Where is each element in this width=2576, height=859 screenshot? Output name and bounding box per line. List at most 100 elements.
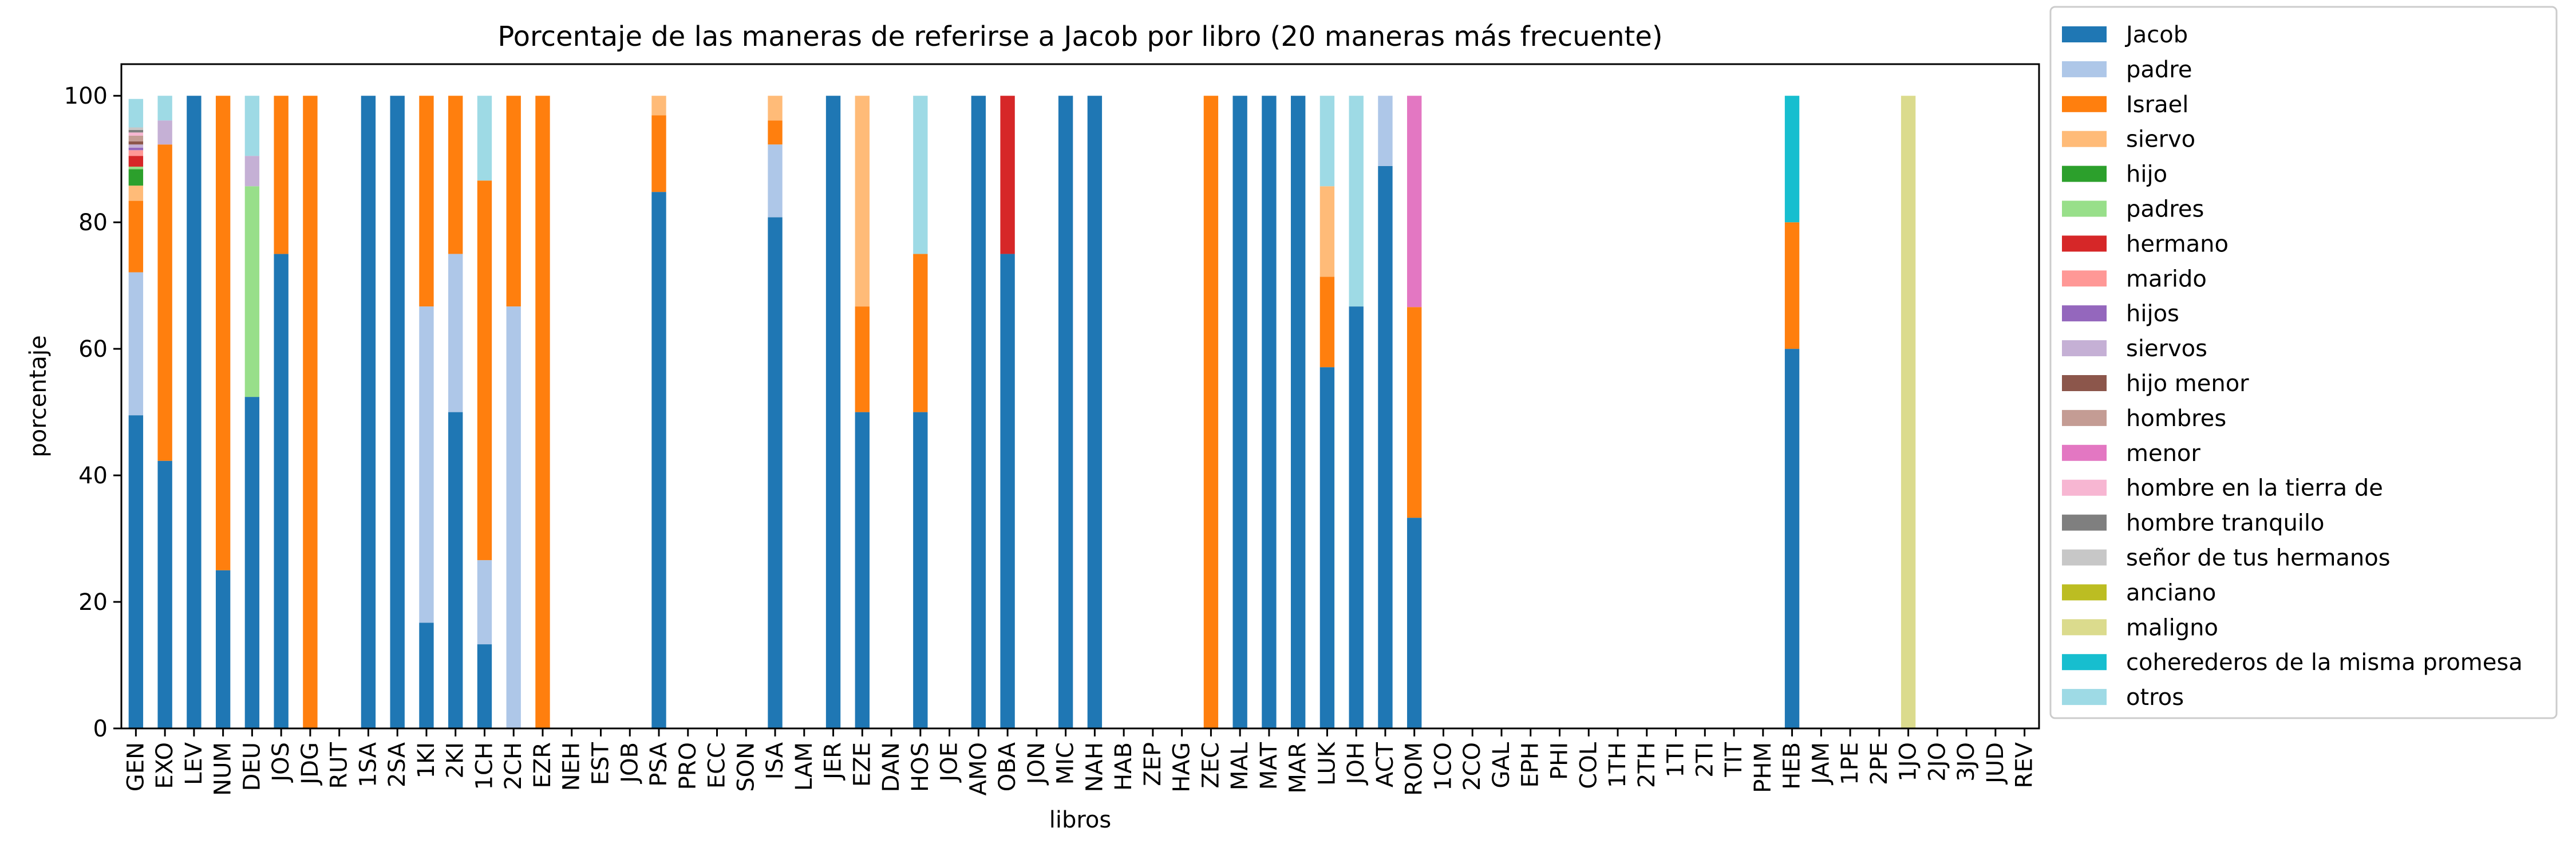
x-tick-label-3JO: 3JO (1953, 742, 1980, 782)
legend-label-9: siervos (2126, 336, 2207, 362)
bar-segment-GEN-2 (128, 200, 144, 273)
legend-label-6: hermano (2126, 231, 2229, 257)
x-tick-label-LEV: LEV (181, 742, 207, 785)
bar-segment-HEB-0 (1784, 349, 1800, 728)
legend-label-19: otros (2126, 684, 2184, 711)
legend-label-17: maligno (2126, 614, 2218, 641)
bar-segment-HOS-0 (913, 412, 928, 728)
bar-segment-JDG-2 (303, 96, 318, 729)
bar-segment-2KI-1 (448, 254, 463, 412)
bar-segment-DEU-5 (244, 186, 260, 397)
x-tick-label-GAL: GAL (1488, 742, 1515, 788)
bar-segment-1CH-1 (477, 560, 492, 645)
x-tick-label-EXO: EXO (152, 742, 178, 789)
bar-segment-JER-0 (825, 96, 841, 729)
bar-segment-GEN-19 (128, 98, 144, 128)
bar-segment-GEN-14 (128, 129, 144, 133)
legend-label-3: siervo (2126, 127, 2195, 153)
bar-segment-ISA-1 (768, 144, 783, 218)
x-tick-label-RUT: RUT (326, 742, 353, 789)
bar-segment-LEV-0 (187, 96, 202, 729)
bar-segment-GEN-0 (128, 415, 144, 728)
x-tick-label-JER: JER (820, 742, 847, 781)
legend-swatch-5 (2062, 200, 2107, 217)
x-tick-label-TIT: TIT (1721, 742, 1747, 777)
bar-segment-LUK-2 (1319, 277, 1335, 368)
legend-label-11: hombres (2126, 405, 2226, 432)
bars (128, 96, 1916, 729)
bar-segment-EXO-0 (157, 460, 172, 728)
bar-segment-PSA-0 (651, 192, 666, 729)
x-tick-label-1PE: 1PE (1837, 742, 1863, 785)
bar-segment-OBA-6 (1000, 96, 1015, 254)
x-tick-label-EST: EST (588, 742, 614, 785)
bar-segment-EXO-9 (157, 120, 172, 145)
bar-segment-ISA-2 (768, 120, 783, 145)
x-tick-label-ISA: ISA (762, 742, 788, 779)
bar-segment-JOH-0 (1349, 306, 1364, 728)
y-tick-label: 0 (93, 716, 108, 742)
legend-swatch-3 (2062, 131, 2107, 147)
plot-frame (120, 63, 2040, 730)
legend-frame (2049, 6, 2558, 719)
x-tick-label-DAN: DAN (878, 742, 904, 792)
x-tick-label-DEU: DEU (239, 742, 265, 791)
x-tick-label-JON: JON (1024, 742, 1050, 786)
bar-segment-EXO-2 (157, 144, 172, 461)
x-tick-label-2PE: 2PE (1866, 742, 1893, 785)
bar-segment-GEN-10 (128, 141, 144, 145)
bar-segment-ISA-0 (768, 217, 783, 728)
bar-segment-ROM-2 (1407, 307, 1422, 518)
bar-segment-EZR-2 (535, 96, 550, 729)
legend-swatch-2 (2062, 96, 2107, 112)
x-tick-label-ZEP: ZEP (1140, 742, 1166, 786)
y-tick-label: 60 (78, 336, 108, 362)
bar-segment-1SA-0 (361, 96, 376, 729)
x-tick-label-2CO: 2CO (1459, 742, 1485, 791)
y-tick-label: 20 (78, 589, 108, 616)
x-tick-label-MAL: MAL (1227, 742, 1253, 790)
legend-label-16: anciano (2126, 580, 2216, 606)
legend-label-4: hijo (2126, 161, 2167, 188)
bar-segment-GEN-1 (128, 272, 144, 416)
bar-segment-HEB-18 (1784, 96, 1800, 223)
bar-segment-AMO-0 (971, 96, 986, 729)
y-tick-label: 40 (78, 463, 108, 489)
legend-label-0: Jacob (2124, 22, 2188, 48)
legend-label-18: coherederos de la misma promesa (2126, 649, 2523, 676)
legend-swatch-4 (2062, 166, 2107, 182)
x-tick-label-ECC: ECC (704, 742, 730, 789)
x-tick-label-HOS: HOS (907, 742, 934, 792)
legend-label-12: menor (2126, 440, 2200, 467)
x-tick-label-HAG: HAG (1169, 742, 1195, 793)
x-tick-label-COL: COL (1575, 742, 1602, 789)
legend-label-1: padre (2126, 57, 2192, 83)
legend-swatch-9 (2062, 340, 2107, 357)
x-tick-label-1KI: 1KI (413, 742, 440, 778)
x-tick-label-2CH: 2CH (500, 742, 527, 790)
bar-segment-ROM-0 (1407, 518, 1422, 728)
legend-label-2: Israel (2126, 92, 2188, 118)
legend-swatch-12 (2062, 444, 2107, 461)
x-tick-label-NEH: NEH (559, 742, 585, 791)
x-axis: GEN EXO LEV NUM DEU JOS JDG RUT 1SA 2SA 1KI 2KI 1CH 2… (123, 728, 2038, 796)
x-tick-label-ACT: ACT (1372, 742, 1398, 787)
bar-segment-GEN-11 (128, 135, 144, 141)
bar-segment-ACT-0 (1378, 166, 1393, 728)
x-tick-label-JOB: JOB (617, 742, 643, 785)
x-tick-label-EZE: EZE (849, 742, 875, 787)
legend-swatch-10 (2062, 375, 2107, 391)
x-tick-label-HAB: HAB (1111, 742, 1137, 791)
x-tick-label-2TH: 2TH (1634, 742, 1660, 788)
legend-label-13: hombre en la tierra de (2126, 475, 2383, 502)
x-tick-label-1SA: 1SA (355, 742, 381, 787)
y-axis-label: porcentaje (25, 335, 52, 457)
bar-segment-GEN-9 (128, 144, 144, 148)
bar-segment-NUM-2 (215, 96, 231, 570)
legend-swatch-6 (2062, 235, 2107, 252)
legend-label-8: hijos (2126, 301, 2179, 327)
bar-segment-MAR-0 (1290, 96, 1306, 729)
bar-segment-MIC-0 (1058, 96, 1073, 729)
x-tick-label-1TI: 1TI (1663, 742, 1689, 778)
